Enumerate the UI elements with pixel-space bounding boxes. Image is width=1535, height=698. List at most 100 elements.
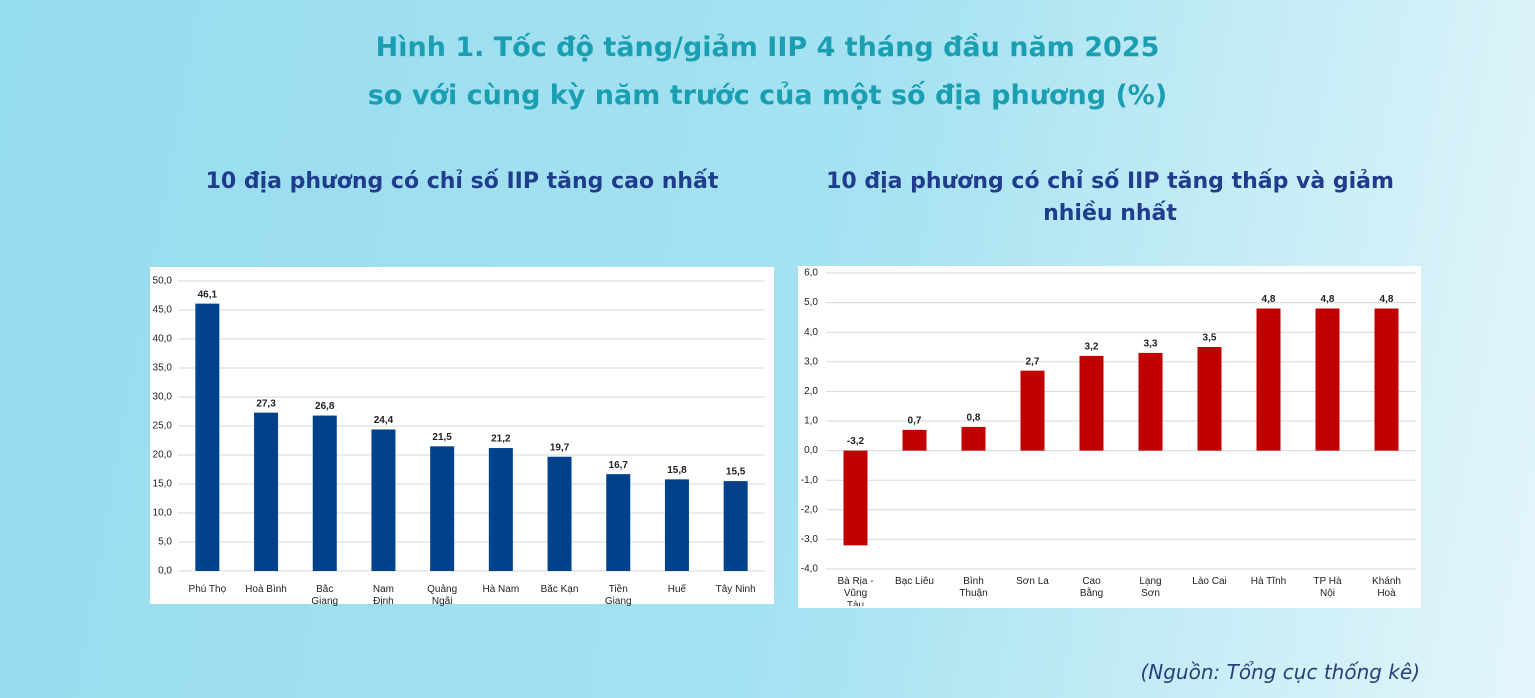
y-tick-label: -2,0 (801, 504, 819, 515)
x-label-box: Lào Cai (1192, 576, 1227, 587)
x-tick-label: Tây Ninh (715, 584, 756, 595)
x-tick-label: Bắc Kạn (540, 584, 579, 595)
bar (1256, 308, 1281, 451)
value-label: 15,5 (726, 467, 746, 478)
x-label-box: Khánh Hoà (1372, 576, 1401, 599)
x-tick-label: Bạc Liêu (895, 576, 934, 587)
y-tick-label: 50,0 (153, 276, 173, 287)
y-tick-label: 30,0 (153, 392, 173, 403)
x-tick-label: Cao Bằng (1079, 576, 1104, 599)
bar (488, 448, 513, 571)
x-tick-label: Bình Thuận (959, 576, 988, 599)
x-tick-label: Tiền Giang (604, 584, 632, 607)
value-label: 15,8 (667, 465, 687, 476)
y-tick-label: 0,0 (804, 445, 818, 456)
y-tick-label: 4,0 (804, 327, 818, 338)
x-tick-label: Quảng Ngãi (427, 584, 458, 607)
bar (1020, 370, 1045, 451)
source-note: (Nguồn: Tổng cục thống kê) (1140, 660, 1420, 684)
value-label: 4,8 (1262, 294, 1276, 305)
x-tick-label: Lạng Sơn (1139, 576, 1162, 599)
value-label: 4,8 (1380, 294, 1394, 305)
value-label: 4,8 (1321, 294, 1335, 305)
y-tick-label: 3,0 (804, 356, 818, 367)
bar (371, 429, 396, 571)
chart-title: 10 địa phương có chỉ số IIP tăng thấp và… (826, 169, 1394, 226)
bar (606, 474, 631, 571)
x-label-box: Hà Tĩnh (1250, 576, 1287, 587)
x-tick-label: Lào Cai (1192, 576, 1227, 587)
bar (254, 412, 279, 571)
bar (312, 415, 337, 571)
y-tick-label: 20,0 (153, 450, 173, 461)
value-label: 0,8 (967, 413, 981, 424)
y-tick-label: 25,0 (153, 421, 173, 432)
y-tick-label: 5,0 (158, 537, 172, 548)
y-tick-label: 15,0 (153, 479, 173, 490)
x-tick-label: Hoà Bình (245, 584, 287, 595)
value-label: 2,7 (1026, 356, 1040, 367)
bar (902, 429, 927, 451)
bar (1079, 355, 1104, 451)
value-label: 27,3 (256, 398, 276, 409)
x-label-box: Tây Ninh (715, 584, 756, 595)
x-label-box: Sơn La (1016, 576, 1049, 587)
main-title: so với cùng kỳ năm trước của một số địa … (367, 80, 1168, 111)
y-tick-label: 0,0 (158, 566, 172, 577)
chart-title: 10 địa phương có chỉ số IIP tăng cao nhấ… (205, 169, 719, 194)
x-tick-label: Khánh Hoà (1372, 576, 1401, 599)
value-label: 26,8 (315, 401, 335, 412)
value-label: 3,3 (1144, 339, 1158, 350)
y-tick-label: 35,0 (153, 363, 173, 374)
x-tick-label: Huế (667, 584, 687, 595)
x-label-box: Huế (667, 584, 687, 595)
x-label-box: Bắc Giang (311, 584, 339, 607)
main-title: Hình 1. Tốc độ tăng/giảm IIP 4 tháng đầu… (375, 32, 1160, 63)
bar (1374, 308, 1399, 451)
x-label-box: Quảng Ngãi (427, 584, 458, 607)
x-tick-label: Sơn La (1016, 576, 1049, 587)
value-label: 46,1 (198, 289, 218, 300)
x-tick-label: Bà Rịa - Vũng Tàu (837, 576, 874, 606)
y-tick-label: 40,0 (153, 334, 173, 345)
x-label-box: Lạng Sơn (1139, 576, 1162, 599)
x-label-box: Tiền Giang (604, 584, 632, 607)
x-label-box: Hà Nam (482, 584, 520, 595)
value-label: 24,4 (374, 415, 394, 426)
value-label: 3,5 (1203, 333, 1217, 344)
bar (430, 446, 455, 571)
x-label-box: Nam Định (372, 584, 394, 607)
x-tick-label: Hà Tĩnh (1250, 576, 1287, 587)
y-tick-label: 45,0 (153, 305, 173, 316)
y-tick-label: 10,0 (153, 508, 173, 519)
x-tick-label: Nam Định (372, 584, 394, 607)
bar (1315, 308, 1340, 451)
x-tick-label: Bắc Giang (311, 584, 339, 607)
y-tick-label: -4,0 (801, 564, 819, 575)
bar (1197, 347, 1222, 451)
bar (723, 481, 748, 571)
value-label: -3,2 (847, 436, 865, 447)
x-tick-label: Phú Thọ (188, 584, 227, 595)
x-label-box: Cao Bằng (1079, 576, 1104, 599)
bar (547, 456, 572, 571)
x-tick-label: Hà Nam (482, 584, 520, 595)
bar (843, 450, 868, 546)
y-tick-label: 1,0 (804, 416, 818, 427)
y-tick-label: 6,0 (804, 268, 818, 279)
x-label-box: Bà Rịa - Vũng Tàu (837, 576, 874, 606)
value-label: 21,2 (491, 434, 511, 445)
x-label-box: Phú Thọ (188, 584, 227, 595)
x-tick-label: TP Hà Nội (1313, 576, 1342, 599)
y-tick-label: -3,0 (801, 534, 819, 545)
value-label: 3,2 (1085, 342, 1099, 353)
x-label-box: Bình Thuận (959, 576, 988, 599)
y-tick-label: 5,0 (804, 297, 818, 308)
value-label: 19,7 (550, 442, 570, 453)
x-label-box: Bắc Kạn (540, 584, 579, 595)
bar (664, 479, 689, 571)
value-label: 21,5 (432, 432, 452, 443)
y-tick-label: -1,0 (801, 475, 819, 486)
